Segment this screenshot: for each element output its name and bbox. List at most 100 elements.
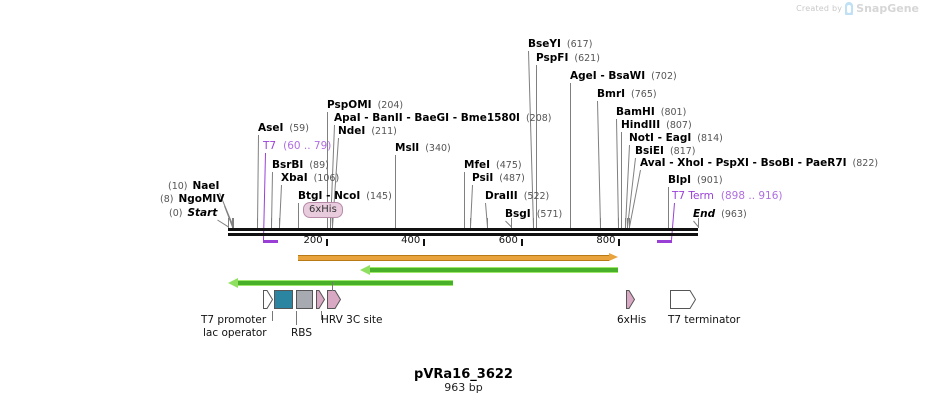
ruler-tick-600 bbox=[520, 239, 523, 246]
cut-tick-end bbox=[698, 218, 699, 228]
leader-line-hindiii bbox=[621, 132, 622, 227]
cut-tick-avai_grp bbox=[629, 218, 630, 228]
enzyme-label-mslI[interactable]: MslI (340) bbox=[395, 142, 451, 154]
watermark-prefix: Created by bbox=[796, 4, 843, 13]
enzyme-label-apai_grp[interactable]: ApaI - BanII - BaeGI - Bme1580I (208) bbox=[334, 112, 552, 124]
enzyme-label-hindiii[interactable]: HindIII (807) bbox=[621, 119, 692, 131]
annotation-label-t7-promoter-label[interactable]: T7 (60 .. 79) bbox=[263, 140, 331, 152]
enzyme-label-blpi[interactable]: BlpI (901) bbox=[668, 174, 723, 186]
page-title: pVRa16_3622 bbox=[414, 367, 513, 382]
feature-t7-promoter[interactable] bbox=[263, 290, 274, 309]
enzyme-label-noti_eagi[interactable]: NotI - EagI (814) bbox=[629, 132, 723, 144]
enzyme-label-draiii[interactable]: DraIII (522) bbox=[485, 190, 549, 202]
enzyme-name: AseI bbox=[258, 122, 284, 134]
enzyme-label-naei[interactable]: (10) NaeI bbox=[168, 180, 219, 192]
cut-tick-mfei bbox=[464, 218, 465, 228]
plasmid-length: 963 bp bbox=[444, 381, 483, 394]
cut-tick-blpi bbox=[668, 218, 669, 228]
annotation-label-t7-term-label[interactable]: T7 Term (898 .. 916) bbox=[672, 190, 783, 202]
enzyme-label-agei[interactable]: AgeI - BsaWI (702) bbox=[570, 70, 677, 82]
enzyme-label-pspomi[interactable]: PspOMI (204) bbox=[327, 99, 403, 111]
enzyme-label-xbai[interactable]: XbaI (106) bbox=[281, 172, 339, 184]
feature-caption-cap-lac-operator: lac operator bbox=[203, 327, 267, 339]
enzyme-position: (801) bbox=[660, 107, 687, 118]
enzyme-position: (106) bbox=[313, 173, 340, 184]
enzyme-label-pspfi[interactable]: PspFI (621) bbox=[536, 52, 600, 64]
cut-tick-xbai bbox=[279, 218, 280, 228]
cut-tick-bamhi bbox=[618, 218, 619, 228]
enzyme-label-bsiei[interactable]: BsiEI (817) bbox=[635, 145, 695, 157]
leader-line-blpi bbox=[668, 187, 669, 227]
enzyme-position: (822) bbox=[852, 158, 879, 169]
snapgene-watermark: Created by SnapGene bbox=[796, 2, 919, 15]
enzyme-label-bamhi[interactable]: BamHI (801) bbox=[616, 106, 686, 118]
ruler-tick-label-400: 400 bbox=[401, 235, 421, 246]
leader-line-t7-promoter-label bbox=[263, 152, 267, 241]
feature-arrow-shape bbox=[263, 290, 274, 309]
ruler-tick-label-800: 800 bbox=[596, 235, 616, 246]
orf-arrow-orf-orange[interactable] bbox=[298, 253, 618, 261]
orf-arrow-orf-green-2[interactable] bbox=[228, 278, 453, 288]
enzyme-name: End bbox=[693, 208, 716, 220]
enzyme-name: BsgI bbox=[505, 208, 531, 220]
feature-connector-stub-1 bbox=[296, 311, 297, 325]
cut-tick-mslI bbox=[395, 218, 396, 228]
cut-tick-start bbox=[228, 218, 229, 228]
enzyme-name: Start bbox=[187, 207, 218, 219]
cut-tick-agei bbox=[570, 218, 571, 228]
cut-tick-bseyi bbox=[533, 218, 534, 228]
feature-t7-terminator[interactable] bbox=[670, 290, 697, 309]
feature-lac-operator[interactable] bbox=[274, 290, 293, 309]
enzyme-name: PspFI bbox=[536, 52, 569, 64]
enzyme-name: BsiEI bbox=[635, 145, 664, 157]
enzyme-label-end[interactable]: End (963) bbox=[693, 208, 747, 220]
enzyme-position: (765) bbox=[631, 89, 657, 100]
orf-arrow-orf-green-1[interactable] bbox=[360, 265, 618, 275]
enzyme-label-btgi_ncoi[interactable]: BtgI - NcoI (145) bbox=[298, 190, 392, 202]
cut-tick-apai_grp bbox=[330, 218, 331, 228]
enzyme-label-bseyi[interactable]: BseYI (617) bbox=[528, 38, 592, 50]
enzyme-label-bsgi[interactable]: BsgI (571) bbox=[505, 208, 562, 220]
feature-rbs[interactable] bbox=[296, 290, 313, 309]
cut-tick-btgi_ncoi bbox=[298, 218, 299, 228]
ruler-tick-label-200: 200 bbox=[303, 235, 323, 246]
enzyme-label-ndei[interactable]: NdeI (211) bbox=[338, 125, 397, 137]
enzyme-position: (901) bbox=[697, 175, 723, 186]
enzyme-name: BamHI bbox=[616, 106, 655, 118]
enzyme-label-mfei[interactable]: MfeI (475) bbox=[464, 159, 522, 171]
cut-tick-ndei bbox=[332, 218, 333, 228]
orf-arrowhead bbox=[228, 278, 238, 288]
enzyme-label-avai_grp[interactable]: AvaI - XhoI - PspXI - BsoBI - PaeR7I (822… bbox=[640, 157, 878, 169]
feature-arrow-shape bbox=[626, 290, 636, 309]
enzyme-position: (963) bbox=[721, 209, 747, 220]
his-tag-badge[interactable]: 6xHis bbox=[303, 202, 343, 218]
enzyme-label-start[interactable]: (0) Start bbox=[169, 207, 217, 219]
enzyme-label-bsrbi[interactable]: BsrBI (89) bbox=[272, 159, 329, 171]
feature-his-tag-right[interactable] bbox=[626, 290, 636, 309]
enzyme-label-bmri[interactable]: BmrI (765) bbox=[597, 88, 657, 100]
feature-hrv-3c-site[interactable] bbox=[327, 290, 342, 309]
leader-line-pspomi bbox=[327, 112, 328, 227]
cut-tick-draiii bbox=[487, 218, 488, 228]
enzyme-label-asei[interactable]: AseI (59) bbox=[258, 122, 309, 134]
feature-his-tag-feature[interactable] bbox=[316, 290, 326, 309]
enzyme-name: NgoMIV bbox=[178, 193, 225, 205]
enzyme-name: AvaI - XhoI - PspXI - BsoBI - PaeR7I bbox=[640, 157, 847, 169]
enzyme-position: (617) bbox=[566, 39, 593, 50]
enzyme-label-psii[interactable]: PsiI (487) bbox=[472, 172, 525, 184]
cut-tick-noti_eagi bbox=[625, 218, 626, 228]
leader-line-mslI bbox=[395, 155, 396, 227]
feature-arrow-shape bbox=[327, 290, 342, 309]
ruler-tick-800 bbox=[618, 239, 621, 246]
enzyme-position: (8) bbox=[160, 194, 174, 205]
feature-caption-cap-hrv: HRV 3C site bbox=[321, 314, 383, 326]
leader-line-pspfi bbox=[536, 65, 537, 227]
cut-tick-bmri bbox=[600, 218, 601, 228]
annotation-range: (60 .. 79) bbox=[283, 140, 332, 152]
cut-tick-naei bbox=[233, 218, 234, 228]
leader-line-btgi_ncoi bbox=[298, 203, 299, 227]
enzyme-position: (571) bbox=[536, 209, 563, 220]
enzyme-label-ngomiv[interactable]: (8) NgoMIV bbox=[160, 193, 224, 205]
enzyme-position: (814) bbox=[697, 133, 723, 144]
cut-tick-ngomiv bbox=[232, 218, 233, 228]
